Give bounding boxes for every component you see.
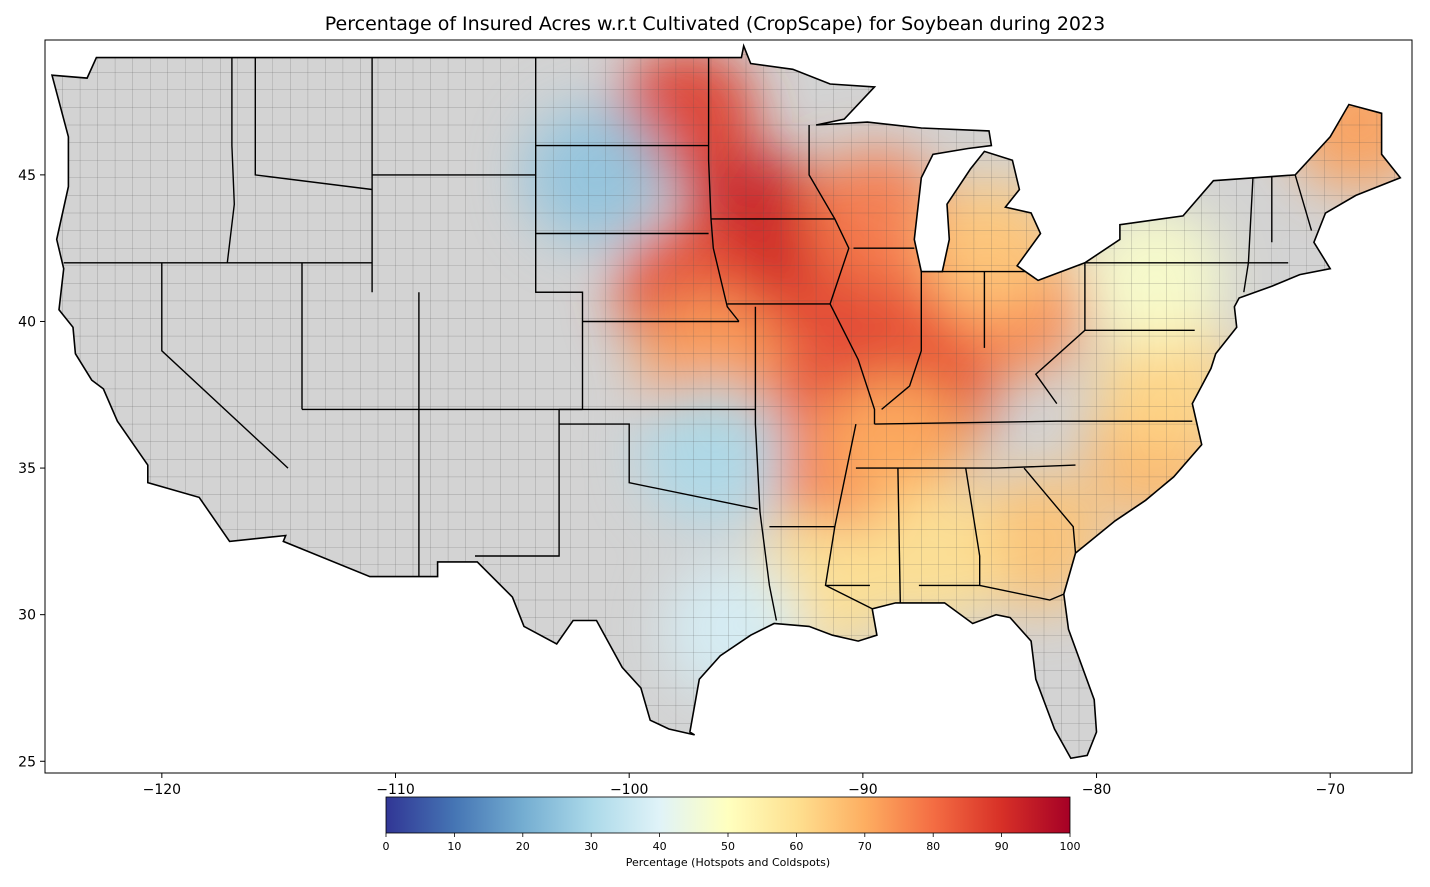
- colorbar-tick-label: 0: [383, 840, 390, 853]
- state-boundary: [475, 409, 560, 557]
- colorbar-tick-label: 80: [926, 840, 940, 853]
- hotspot-region: [863, 486, 1003, 626]
- state-boundary: [559, 423, 758, 510]
- x-tick-label: −90: [848, 782, 878, 798]
- colorbar: 0 10 20 30 40 50 60 70 80 90 100 Percentage (Hotsp…: [383, 796, 1081, 869]
- state-boundary: [874, 420, 1193, 425]
- y-tick-label: 45: [18, 168, 36, 184]
- state-boundary: [881, 271, 922, 410]
- colorbar-tick-label: 50: [721, 840, 735, 853]
- colorbar-tick-label: 70: [858, 840, 872, 853]
- state-boundary: [1034, 262, 1086, 405]
- colorbar-label: Percentage (Hotspots and Coldspots): [626, 856, 830, 869]
- state-boundary: [897, 468, 901, 603]
- colorbar-tick-label: 100: [1060, 840, 1081, 853]
- y-axis: 25 30 35 40 45: [18, 168, 45, 770]
- x-tick-label: −120: [143, 782, 181, 798]
- colorbar-tick-label: 20: [516, 840, 530, 853]
- colorbar-bar: [385, 796, 1071, 834]
- colorbar-tick-label: 30: [584, 840, 598, 853]
- us-outline: [50, 43, 1402, 760]
- state-boundary: [855, 464, 1076, 469]
- y-tick-label: 25: [18, 754, 36, 770]
- state-boundary: [254, 57, 373, 191]
- colorbar-ticks: 0 10 20 30 40 50 60 70 80 90 100: [383, 833, 1081, 853]
- state-boundary: [979, 584, 1065, 601]
- x-axis: −120 −110 −100 −90 −80 −70: [143, 773, 1345, 798]
- map-title: Percentage of Insured Acres w.r.t Cultiv…: [324, 13, 1106, 35]
- x-tick-label: −80: [1082, 782, 1112, 798]
- state-boundary: [824, 423, 873, 610]
- x-tick-label: −110: [376, 782, 414, 798]
- y-tick-label: 30: [18, 608, 36, 624]
- hotspot-region: [1085, 207, 1225, 348]
- state-boundary: [918, 467, 981, 587]
- hotspot-region: [524, 104, 665, 245]
- state-boundary: [1023, 467, 1077, 554]
- state-boundary: [707, 57, 740, 322]
- state-boundary: [1294, 174, 1313, 231]
- hotspot-region: [827, 374, 968, 515]
- y-tick-label: 35: [18, 461, 36, 477]
- colorbar-tick-label: 90: [995, 840, 1009, 853]
- y-tick-label: 40: [18, 314, 36, 330]
- x-tick-label: −70: [1315, 782, 1345, 798]
- state-boundaries: [63, 57, 1313, 621]
- hotspot-region: [804, 148, 945, 289]
- state-boundary: [226, 57, 236, 263]
- state-boundary: [161, 262, 289, 469]
- colorbar-tick-label: 60: [789, 840, 803, 853]
- state-boundary: [754, 306, 778, 621]
- colorbar-tick-label: 40: [653, 840, 667, 853]
- x-tick-label: −100: [610, 782, 648, 798]
- colorbar-tick-label: 10: [447, 840, 461, 853]
- state-boundary: [808, 125, 876, 425]
